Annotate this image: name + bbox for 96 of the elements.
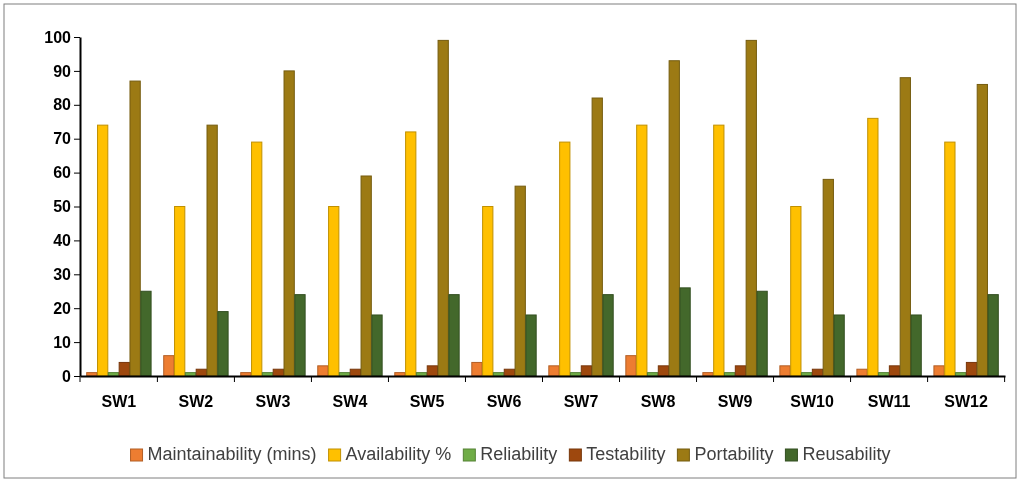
bar <box>668 60 680 377</box>
bar <box>283 70 295 377</box>
bar <box>482 206 494 377</box>
bar <box>107 372 120 377</box>
bar <box>174 206 186 377</box>
bar <box>679 287 691 377</box>
y-tick-label: 0 <box>62 367 72 385</box>
legend-label: Portability <box>694 444 774 464</box>
bar <box>140 290 152 377</box>
bar <box>801 372 813 377</box>
bar <box>724 372 736 377</box>
bar <box>360 175 372 377</box>
bar <box>602 294 614 377</box>
bar <box>437 39 449 377</box>
bar <box>548 365 560 377</box>
bar <box>86 372 98 377</box>
y-tick-label: 70 <box>53 130 72 148</box>
x-tick-label: SW2 <box>178 393 214 411</box>
y-tick-label: 80 <box>53 96 72 114</box>
y-tick-label: 20 <box>53 299 72 317</box>
bar <box>97 124 109 377</box>
legend-label: Testability <box>586 444 666 464</box>
bar <box>317 365 329 377</box>
bar <box>955 372 967 377</box>
x-tick-label: SW10 <box>790 393 834 411</box>
bar <box>294 294 306 377</box>
x-tick-label: SW9 <box>717 393 753 411</box>
x-tick-label: SW6 <box>486 393 522 411</box>
y-tick-label: 30 <box>53 265 72 283</box>
legend-label: Reliability <box>480 444 558 464</box>
y-tick-label: 10 <box>53 333 72 351</box>
x-tick-label: SW7 <box>563 393 599 411</box>
bar <box>965 361 978 377</box>
bar <box>129 80 141 377</box>
bar <box>492 372 505 377</box>
bar <box>580 365 593 377</box>
bar <box>734 365 747 377</box>
bar <box>184 372 197 377</box>
bar <box>338 372 351 377</box>
bar <box>822 178 834 377</box>
bar <box>569 372 582 377</box>
bar <box>251 141 263 377</box>
bar <box>833 314 845 377</box>
bar <box>240 372 252 377</box>
bar <box>944 141 956 377</box>
x-tick-label: SW1 <box>101 393 137 411</box>
bar <box>371 314 383 377</box>
y-tick-label: 100 <box>44 28 72 46</box>
bar <box>987 294 999 377</box>
bar <box>405 131 417 377</box>
bar <box>448 294 460 377</box>
x-tick-label: SW4 <box>332 393 368 411</box>
y-tick-label: 60 <box>53 164 72 182</box>
bar <box>779 365 791 377</box>
bar <box>426 365 439 377</box>
bar <box>899 77 911 377</box>
x-tick-label: SW3 <box>255 393 291 411</box>
legend-label: Availability % <box>345 444 452 464</box>
bar <box>163 355 175 377</box>
bar <box>702 372 714 377</box>
bar <box>867 117 879 377</box>
bar <box>559 141 571 377</box>
bar <box>910 314 922 377</box>
bar <box>514 185 526 377</box>
y-tick-label: 40 <box>53 232 72 250</box>
bar <box>745 39 757 377</box>
bar <box>471 361 483 377</box>
y-tick-label: 50 <box>53 198 72 216</box>
bar <box>636 124 648 377</box>
bar <box>217 311 229 377</box>
bar <box>394 372 406 377</box>
bar <box>657 365 670 377</box>
x-tick-label: SW11 <box>867 393 911 411</box>
bar <box>591 97 603 377</box>
bar <box>713 124 725 377</box>
bar <box>811 368 824 377</box>
bar <box>525 314 537 377</box>
bar <box>646 372 659 377</box>
bar <box>625 355 637 377</box>
x-tick-label: SW12 <box>944 393 988 411</box>
bar <box>878 372 890 377</box>
legend-label: Maintainability (mins) <box>147 444 317 464</box>
bar <box>888 365 901 377</box>
bar <box>933 365 945 377</box>
x-tick-label: SW8 <box>640 393 676 411</box>
legend-label: Reusability <box>802 444 891 464</box>
bar <box>328 206 340 377</box>
bar <box>790 206 802 377</box>
x-tick-label: SW5 <box>409 393 445 411</box>
bar <box>261 372 274 377</box>
y-tick-label: 90 <box>53 62 72 80</box>
bar <box>206 124 218 377</box>
bar <box>756 290 768 377</box>
bar <box>118 361 130 377</box>
bar <box>415 372 428 377</box>
bar <box>976 83 988 377</box>
